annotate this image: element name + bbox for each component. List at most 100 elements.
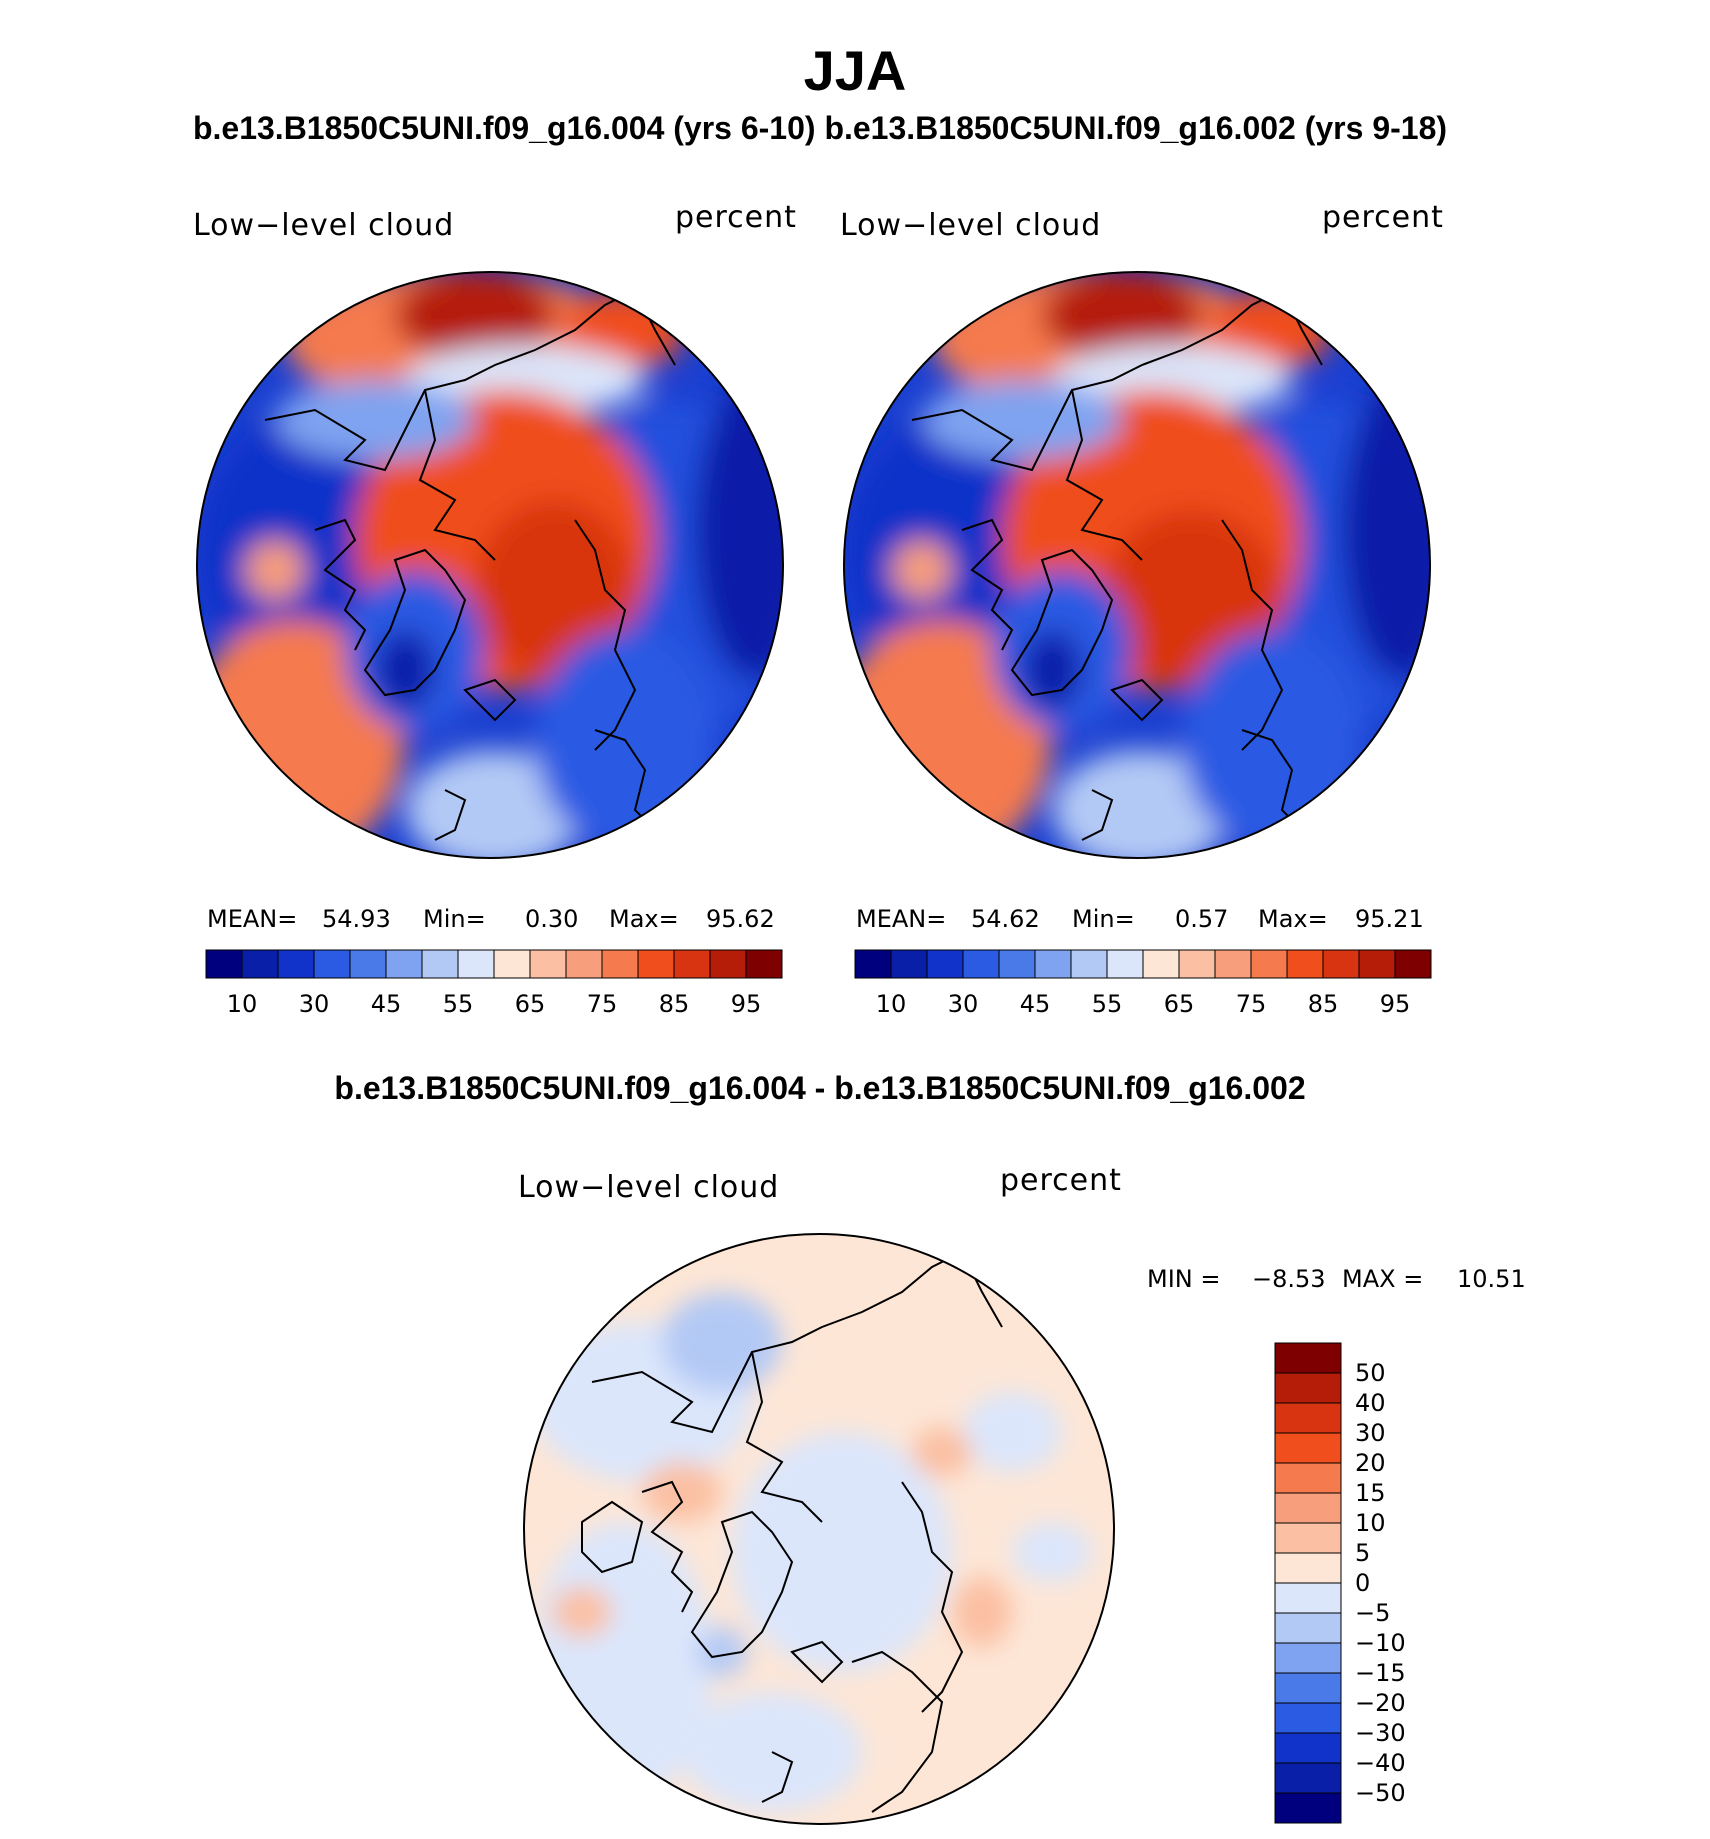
panel2-colorbar-swatch <box>1250 949 1288 979</box>
diff-colorbar-swatch <box>1274 1582 1342 1614</box>
panel1-colorbar-swatch <box>313 949 351 979</box>
panel1-max-label: Max= <box>609 905 679 933</box>
panel2-colorbar-swatch <box>998 949 1036 979</box>
panel2-colorbar-swatch <box>1358 949 1396 979</box>
diff-max-label: MAX = <box>1342 1265 1424 1293</box>
panel1-variable-label: Low−level cloud <box>193 208 455 243</box>
panel2-colorbar-swatch <box>1178 949 1216 979</box>
panel1-colorbar-swatch <box>565 949 603 979</box>
difference-subtitle: b.e13.B1850C5UNI.f09_g16.004 - b.e13.B18… <box>334 1070 1306 1106</box>
panel1-colorbar-swatch <box>673 949 711 979</box>
panel2-min-value: 0.57 <box>1175 905 1229 933</box>
panel1-polar-map <box>196 271 784 859</box>
panel1-mean-value: 54.93 <box>322 905 391 933</box>
diff-colorbar-tick-label: −15 <box>1355 1659 1406 1687</box>
diff-colorbar-ticks: 50 40 30 20 15 10 5 0 −5 −10 −15 −20 −30 −40 −50 <box>1355 1343 1435 1823</box>
diff-colorbar-swatch <box>1274 1462 1342 1494</box>
panel1-colorbar-swatch <box>529 949 567 979</box>
figure-title: JJA <box>803 39 907 102</box>
diff-colorbar-tick-label: −40 <box>1355 1749 1406 1777</box>
panel2-colorbar-tick-label: 30 <box>947 990 979 1018</box>
diff-colorbar-tick-label: 20 <box>1355 1449 1386 1477</box>
diff-colorbar-tick-label: −20 <box>1355 1689 1406 1717</box>
panel2-colorbar-tick-label: 55 <box>1091 990 1123 1018</box>
diff-colorbar-tick-label: −50 <box>1355 1779 1406 1807</box>
diff-colorbar-swatch <box>1274 1492 1342 1524</box>
panel2-colorbar-swatch <box>962 949 1000 979</box>
diff-colorbar-swatch <box>1274 1702 1342 1734</box>
panel1-colorbar-tick-label: 75 <box>586 990 618 1018</box>
panel2-colorbar-tick-label: 85 <box>1307 990 1339 1018</box>
panel1-colorbar-tick-label: 45 <box>370 990 402 1018</box>
diff-colorbar <box>1274 1342 1342 1824</box>
panel1-colorbar-tick-label: 95 <box>730 990 762 1018</box>
panel2-colorbar-tick-label: 45 <box>1019 990 1051 1018</box>
panel1-colorbar-tick-label: 85 <box>658 990 690 1018</box>
panel2-colorbar-tick-label: 95 <box>1379 990 1411 1018</box>
panel1-colorbar-swatch <box>493 949 531 979</box>
diff-colorbar-tick-label: −30 <box>1355 1719 1406 1747</box>
diff-colorbar-tick-label: 30 <box>1355 1419 1386 1447</box>
panel1-colorbar-swatch <box>277 949 315 979</box>
panel1-colorbar-swatch <box>457 949 495 979</box>
panel2-units-label: percent <box>1322 200 1444 235</box>
diff-colorbar-swatch <box>1274 1732 1342 1764</box>
diff-colorbar-tick-label: 5 <box>1355 1539 1371 1567</box>
diff-colorbar-tick-label: 50 <box>1355 1359 1386 1387</box>
panel1-colorbar-tick-label: 10 <box>226 990 258 1018</box>
diff-colorbar-tick-label: 10 <box>1355 1509 1386 1537</box>
panel2-polar-map <box>843 271 1431 859</box>
diff-colorbar-tick-label: 40 <box>1355 1389 1386 1417</box>
diff-colorbar-swatch <box>1274 1612 1342 1644</box>
panel1-colorbar-tick-label: 30 <box>298 990 330 1018</box>
panel1-colorbar-tick-label: 65 <box>514 990 546 1018</box>
panel2-colorbar-swatch <box>1322 949 1360 979</box>
panel2-colorbar-swatch <box>926 949 964 979</box>
panel2-colorbar-swatch <box>1214 949 1252 979</box>
panel2-colorbar-swatch <box>1142 949 1180 979</box>
panel2-colorbar-swatch <box>1286 949 1324 979</box>
panel1-units-label: percent <box>675 200 797 235</box>
panel1-colorbar <box>205 949 783 979</box>
panel1-min-label: Min= <box>423 905 486 933</box>
panel1-colorbar-swatch <box>205 949 243 979</box>
panel2-mean-value: 54.62 <box>971 905 1040 933</box>
panel1-colorbar-swatch <box>421 949 459 979</box>
diff-colorbar-swatch <box>1274 1432 1342 1464</box>
diff-variable-label: Low−level cloud <box>518 1170 780 1205</box>
diff-min-value: −8.53 <box>1252 1265 1326 1293</box>
panel2-min-label: Min= <box>1072 905 1135 933</box>
diff-colorbar-tick-label: −5 <box>1355 1599 1391 1627</box>
panel2-max-label: Max= <box>1258 905 1328 933</box>
panel2-colorbar-swatch <box>1106 949 1144 979</box>
panel1-colorbar-swatch <box>601 949 639 979</box>
diff-colorbar-swatch <box>1274 1372 1342 1404</box>
diff-colorbar-tick-label: 15 <box>1355 1479 1386 1507</box>
panel2-colorbar-tick-label: 75 <box>1235 990 1267 1018</box>
panel2-colorbar-swatch <box>1034 949 1072 979</box>
diff-colorbar-tick-label: −10 <box>1355 1629 1406 1657</box>
diff-colorbar-swatch <box>1274 1402 1342 1434</box>
difference-polar-map <box>523 1233 1115 1825</box>
panel2-variable-label: Low−level cloud <box>840 208 1102 243</box>
panel2-max-value: 95.21 <box>1355 905 1424 933</box>
diff-colorbar-swatch <box>1274 1342 1342 1374</box>
panel1-mean-label: MEAN= <box>207 905 298 933</box>
panel1-colorbar-swatch <box>241 949 279 979</box>
panel2-mean-label: MEAN= <box>856 905 947 933</box>
panel2-colorbar-tick-label: 10 <box>875 990 907 1018</box>
panel1-min-value: 0.30 <box>525 905 579 933</box>
diff-min-label: MIN = <box>1147 1265 1221 1293</box>
panel2-colorbar-swatch <box>854 949 892 979</box>
diff-colorbar-tick-label: 0 <box>1355 1569 1371 1597</box>
panel1-max-value: 95.62 <box>706 905 775 933</box>
diff-colorbar-swatch <box>1274 1522 1342 1554</box>
panel2-colorbar-swatch <box>890 949 928 979</box>
panel1-colorbar-swatch <box>385 949 423 979</box>
panel1-colorbar-swatch <box>709 949 747 979</box>
diff-colorbar-swatch <box>1274 1552 1342 1584</box>
diff-colorbar-swatch <box>1274 1672 1342 1704</box>
panel2-colorbar-tick-label: 65 <box>1163 990 1195 1018</box>
panel2-colorbar-swatch <box>1394 949 1432 979</box>
panel2-colorbar-swatch <box>1070 949 1108 979</box>
